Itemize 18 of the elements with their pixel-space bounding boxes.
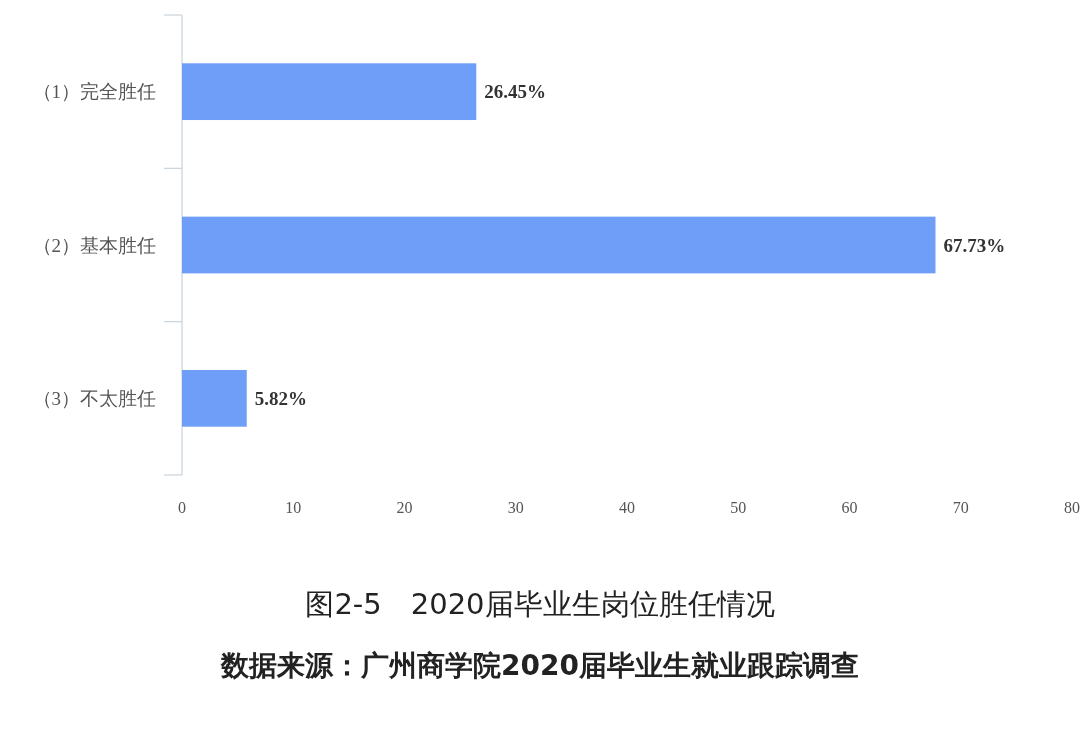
plot: 26.45% 67.73% 5.82% （1）完全胜任 （2）基本胜任 （3）不太胜任 0 10 20 30 40 50 60 70 80 [32, 14, 1080, 516]
y-tick-label: （2）基本胜任 [32, 234, 156, 256]
data-label: 26.45% [484, 81, 547, 103]
x-tick-label: 80 [1064, 498, 1080, 516]
source-note: 数据来源：广州商学院2020届毕业生就业跟踪调查 [220, 648, 859, 682]
x-tick-label: 30 [507, 498, 524, 516]
x-tick-label: 60 [841, 498, 858, 516]
y-tick-label: （1）完全胜任 [32, 81, 156, 103]
x-tick-label: 0 [178, 498, 186, 516]
x-tick-label: 20 [396, 498, 413, 516]
x-tick-label: 70 [952, 498, 969, 516]
x-tick-label: 10 [285, 498, 302, 516]
y-tick-label: （3）不太胜任 [32, 387, 156, 409]
text: 图2-5 2020届毕业生岗位胜任情况 [305, 587, 775, 621]
x-tick-label: 50 [730, 498, 747, 516]
data-label: 67.73% [943, 234, 1006, 256]
data-label: 5.82% [254, 387, 307, 409]
x-tick-label: 40 [619, 498, 635, 516]
